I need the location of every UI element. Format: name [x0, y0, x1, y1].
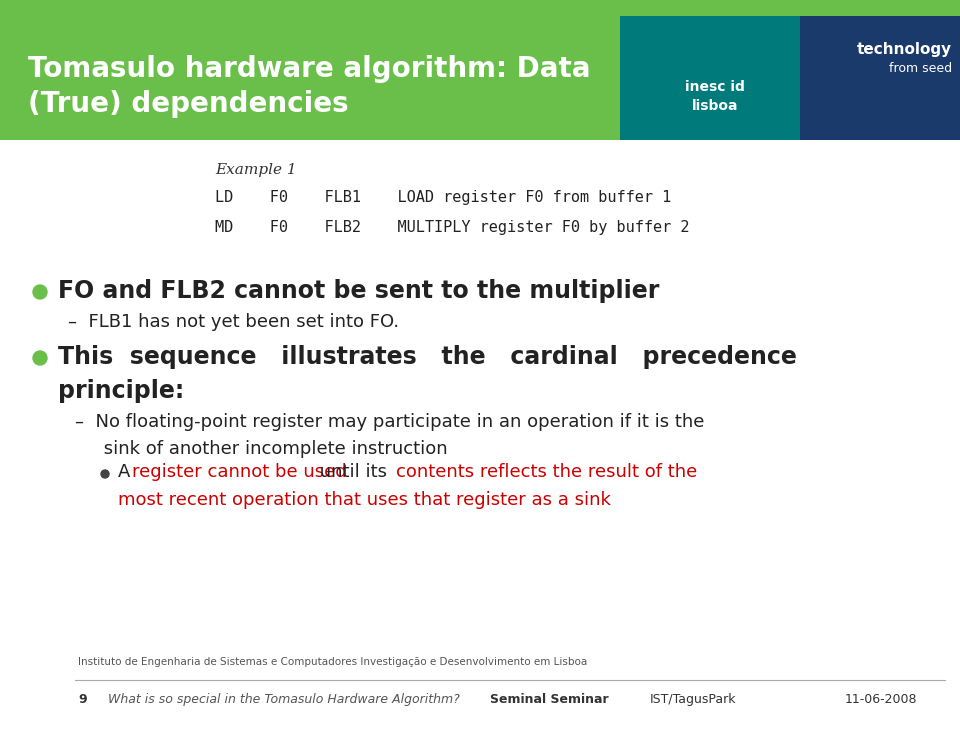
Text: –  No floating-point register may participate in an operation if it is the: – No floating-point register may partici… — [75, 413, 705, 431]
Text: contents reflects the result of the: contents reflects the result of the — [396, 463, 697, 481]
Text: IST/TagusPark: IST/TagusPark — [650, 693, 736, 706]
Bar — [800, 0, 960, 140]
Text: MD    F0    FLB2    MULTIPLY register F0 by buffer 2: MD F0 FLB2 MULTIPLY register F0 by buffe… — [215, 220, 689, 235]
Text: 9: 9 — [78, 693, 86, 706]
Text: inesc id
lisboa: inesc id lisboa — [685, 80, 745, 114]
Bar — [620, 0, 815, 140]
Text: principle:: principle: — [58, 379, 184, 403]
Text: A: A — [118, 463, 136, 481]
Text: (True) dependencies: (True) dependencies — [28, 90, 348, 118]
Text: technology: technology — [857, 42, 952, 57]
Text: until its: until its — [314, 463, 393, 481]
Circle shape — [33, 285, 47, 299]
Text: FO and FLB2 cannot be sent to the multiplier: FO and FLB2 cannot be sent to the multip… — [58, 279, 660, 303]
Text: sink of another incomplete instruction: sink of another incomplete instruction — [75, 440, 447, 458]
Text: Example 1: Example 1 — [215, 163, 297, 177]
Bar — [0, 0, 660, 140]
Text: most recent operation that uses that register as a sink: most recent operation that uses that reg… — [118, 491, 611, 509]
Text: 11-06-2008: 11-06-2008 — [845, 693, 918, 706]
Text: This  sequence   illustrates   the   cardinal   precedence: This sequence illustrates the cardinal p… — [58, 345, 797, 369]
Text: –  FLB1 has not yet been set into FO.: – FLB1 has not yet been set into FO. — [68, 313, 399, 331]
Text: Tomasulo hardware algorithm: Data: Tomasulo hardware algorithm: Data — [28, 55, 590, 83]
Text: LD    F0    FLB1    LOAD register F0 from buffer 1: LD F0 FLB1 LOAD register F0 from buffer … — [215, 190, 671, 205]
Circle shape — [33, 351, 47, 365]
Bar — [620, 0, 960, 16]
Text: What is so special in the Tomasulo Hardware Algorithm?: What is so special in the Tomasulo Hardw… — [108, 693, 460, 706]
Text: from seed: from seed — [889, 62, 952, 75]
Text: Seminal Seminar: Seminal Seminar — [490, 693, 609, 706]
Circle shape — [101, 470, 109, 478]
Text: Instituto de Engenharia de Sistemas e Computadores Investigação e Desenvolviment: Instituto de Engenharia de Sistemas e Co… — [78, 657, 588, 667]
Text: register cannot be used: register cannot be used — [132, 463, 347, 481]
